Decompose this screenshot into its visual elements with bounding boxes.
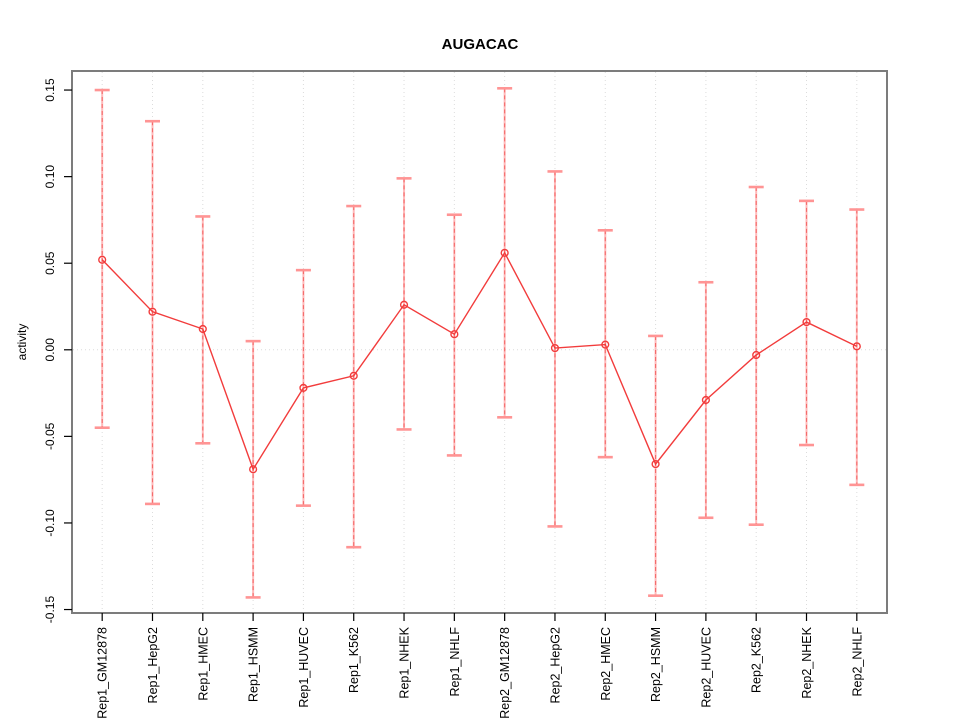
y-tick-label: 0.05	[43, 251, 57, 275]
x-tick-label: Rep1_HMEC	[196, 627, 210, 701]
x-tick-label: Rep2_GM12878	[498, 627, 512, 719]
x-tick-label: Rep1_NHEK	[398, 626, 412, 698]
data-point-marker	[752, 350, 761, 360]
data-point-marker	[198, 324, 207, 334]
x-tick-label: Rep1_HUVEC	[297, 627, 311, 708]
data-point-marker	[601, 340, 610, 349]
data-point-marker	[148, 307, 157, 316]
y-tick-label: 0.15	[43, 78, 57, 102]
x-tick-label: Rep1_HSMM	[247, 627, 261, 702]
x-tick-label: Rep1_K562	[347, 627, 361, 693]
data-point-marker	[701, 395, 710, 405]
y-tick-label: -0.10	[43, 509, 57, 537]
data-point-marker	[399, 300, 409, 309]
data-point-marker	[852, 342, 861, 351]
y-tick-label: 0.00	[43, 338, 57, 362]
x-tick-label: Rep2_NHEK	[800, 626, 814, 698]
x-tick-label: Rep2_HUVEC	[699, 627, 713, 708]
series-line	[101, 251, 858, 471]
y-tick-label: -0.05	[43, 422, 57, 450]
data-point-marker	[450, 330, 459, 339]
x-tick-label: Rep2_K562	[750, 627, 764, 693]
data-point-marker	[299, 383, 308, 392]
x-tick-label: Rep2_HSMM	[649, 627, 663, 702]
data-point-marker	[550, 343, 560, 353]
chart-title: AUGACAC	[442, 36, 519, 53]
y-axis-title: activity	[15, 324, 29, 361]
data-point-marker	[349, 371, 358, 380]
x-tick-label: Rep1_HepG2	[146, 627, 160, 703]
data-point-marker	[802, 317, 811, 327]
data-point-marker	[500, 248, 509, 257]
x-tick-label: Rep2_HMEC	[599, 627, 613, 701]
y-tick-label: 0.10	[43, 165, 57, 189]
plot-frame	[71, 70, 888, 614]
data-point-marker	[249, 465, 258, 474]
x-tick-label: Rep1_GM12878	[96, 627, 110, 719]
data-point-marker	[98, 255, 107, 264]
data-point-marker	[651, 459, 660, 469]
y-tick-label: -0.15	[43, 596, 57, 624]
x-tick-label: Rep1_NHLF	[448, 627, 462, 697]
x-tick-label: Rep2_HepG2	[548, 627, 562, 703]
x-tick-label: Rep2_NHLF	[850, 627, 864, 697]
